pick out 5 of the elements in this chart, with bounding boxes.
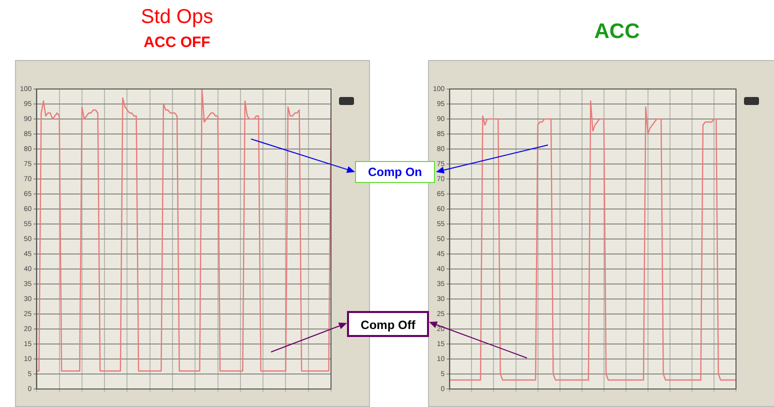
text: Comp Off bbox=[347, 311, 429, 337]
chart-title: ACC bbox=[593, 20, 641, 44]
chart-title: Std Ops bbox=[140, 6, 214, 29]
chart-subtitle: ACC OFF bbox=[142, 34, 212, 51]
text: Comp On bbox=[355, 161, 435, 183]
